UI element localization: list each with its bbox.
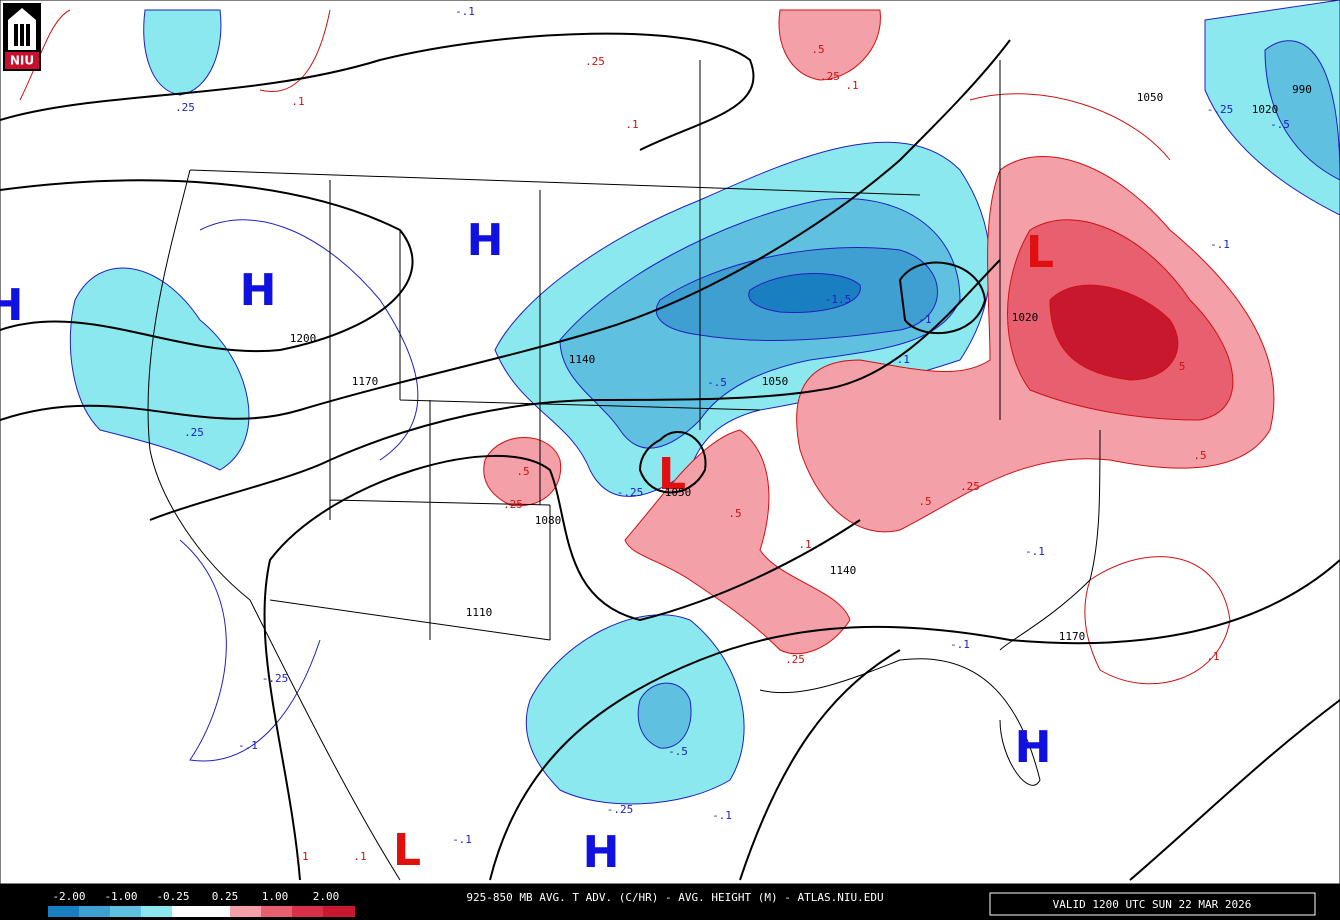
pressure-center: L	[1026, 227, 1054, 278]
warm-label: .5	[811, 43, 824, 56]
height-label: 1170	[352, 375, 379, 388]
warm-label: .1	[1206, 650, 1219, 663]
footer-title: 925-850 MB AVG. T ADV. (C/HR) - AVG. HEI…	[466, 891, 883, 904]
cold-label: -.1	[1025, 545, 1045, 558]
pressure-center: H	[240, 265, 277, 316]
cold-label: -.5	[707, 376, 727, 389]
warm-label: 5	[1179, 360, 1186, 373]
cold-label: -.25	[617, 486, 644, 499]
cold-label: -.1	[712, 809, 732, 822]
warm-label: .25	[960, 480, 980, 493]
cold-label: -.5	[1270, 118, 1290, 131]
height-label: 990	[1292, 83, 1312, 96]
cold-label: -.1	[890, 353, 910, 366]
pressure-center: H	[467, 215, 504, 266]
logo: NIU	[3, 3, 41, 71]
height-label: 1050	[762, 375, 789, 388]
warm-label: .5	[1193, 449, 1206, 462]
pressure-center: L	[658, 449, 686, 500]
height-label: 1140	[830, 564, 857, 577]
warm-label: .5	[728, 507, 741, 520]
cold-label: .25	[175, 101, 195, 114]
cold-label: -1.5	[825, 293, 852, 306]
cold-advection	[69, 0, 1340, 805]
height-label: 1020	[1012, 311, 1039, 324]
boundaries	[147, 60, 1101, 881]
warm-label: .1	[625, 118, 638, 131]
warm-label: .5	[516, 465, 529, 478]
height-label: 1140	[569, 353, 596, 366]
height-label: 1050	[665, 486, 692, 499]
colorbar-label: 1.00	[262, 890, 289, 903]
warm-label: .25	[585, 55, 605, 68]
cold-label: -.1	[238, 739, 258, 752]
height-label: 1050	[1137, 91, 1164, 104]
cold-label: -.1	[950, 638, 970, 651]
colorbar-label: -2.00	[52, 890, 85, 903]
warm-label: .25	[503, 498, 523, 511]
pressure-center: H	[583, 827, 620, 878]
valid-time: VALID 1200 UTC SUN 22 MAR 2026	[1053, 898, 1252, 911]
advection-contours	[19, 9, 1231, 762]
colorbar-label: -1.00	[104, 890, 137, 903]
pressure-center: L	[393, 825, 421, 876]
cold-label: -.1	[452, 833, 472, 846]
height-label: 1080	[535, 514, 562, 527]
logo-text: NIU	[10, 54, 34, 68]
cold-label: -.25	[607, 803, 634, 816]
warm-label: .1	[845, 79, 858, 92]
cold-label: -1	[918, 313, 931, 326]
warm-label: .1	[295, 850, 308, 863]
warm-label: .25	[785, 653, 805, 666]
cold-label: -.1	[455, 5, 475, 18]
height-label: 1200	[290, 332, 317, 345]
height-label: 1170	[1059, 630, 1086, 643]
pressure-center: H	[1015, 722, 1052, 773]
height-label: 1020	[1252, 103, 1279, 116]
colorbar-label: 2.00	[313, 890, 340, 903]
cold-label: -.25	[262, 672, 289, 685]
cold-label: .25	[184, 426, 204, 439]
cold-label: -.1	[1210, 238, 1230, 251]
warm-advection	[483, 9, 1275, 655]
footer: -2.00 -1.00 -0.25 0.25 1.00 2.00 925-850…	[0, 884, 1340, 920]
warm-label: .1	[291, 95, 304, 108]
warm-label: .25	[820, 70, 840, 83]
cold-label: -.25	[1207, 103, 1234, 116]
cold-label: -.5	[668, 745, 688, 758]
colorbar-label: 0.25	[212, 890, 239, 903]
warm-label: .5	[918, 495, 931, 508]
pressure-center: H	[0, 280, 23, 331]
warm-label: .1	[353, 850, 366, 863]
height-contours	[0, 32, 1340, 881]
colorbar-label: -0.25	[156, 890, 189, 903]
warm-label: .1	[798, 538, 811, 551]
height-label: 1110	[466, 606, 493, 619]
